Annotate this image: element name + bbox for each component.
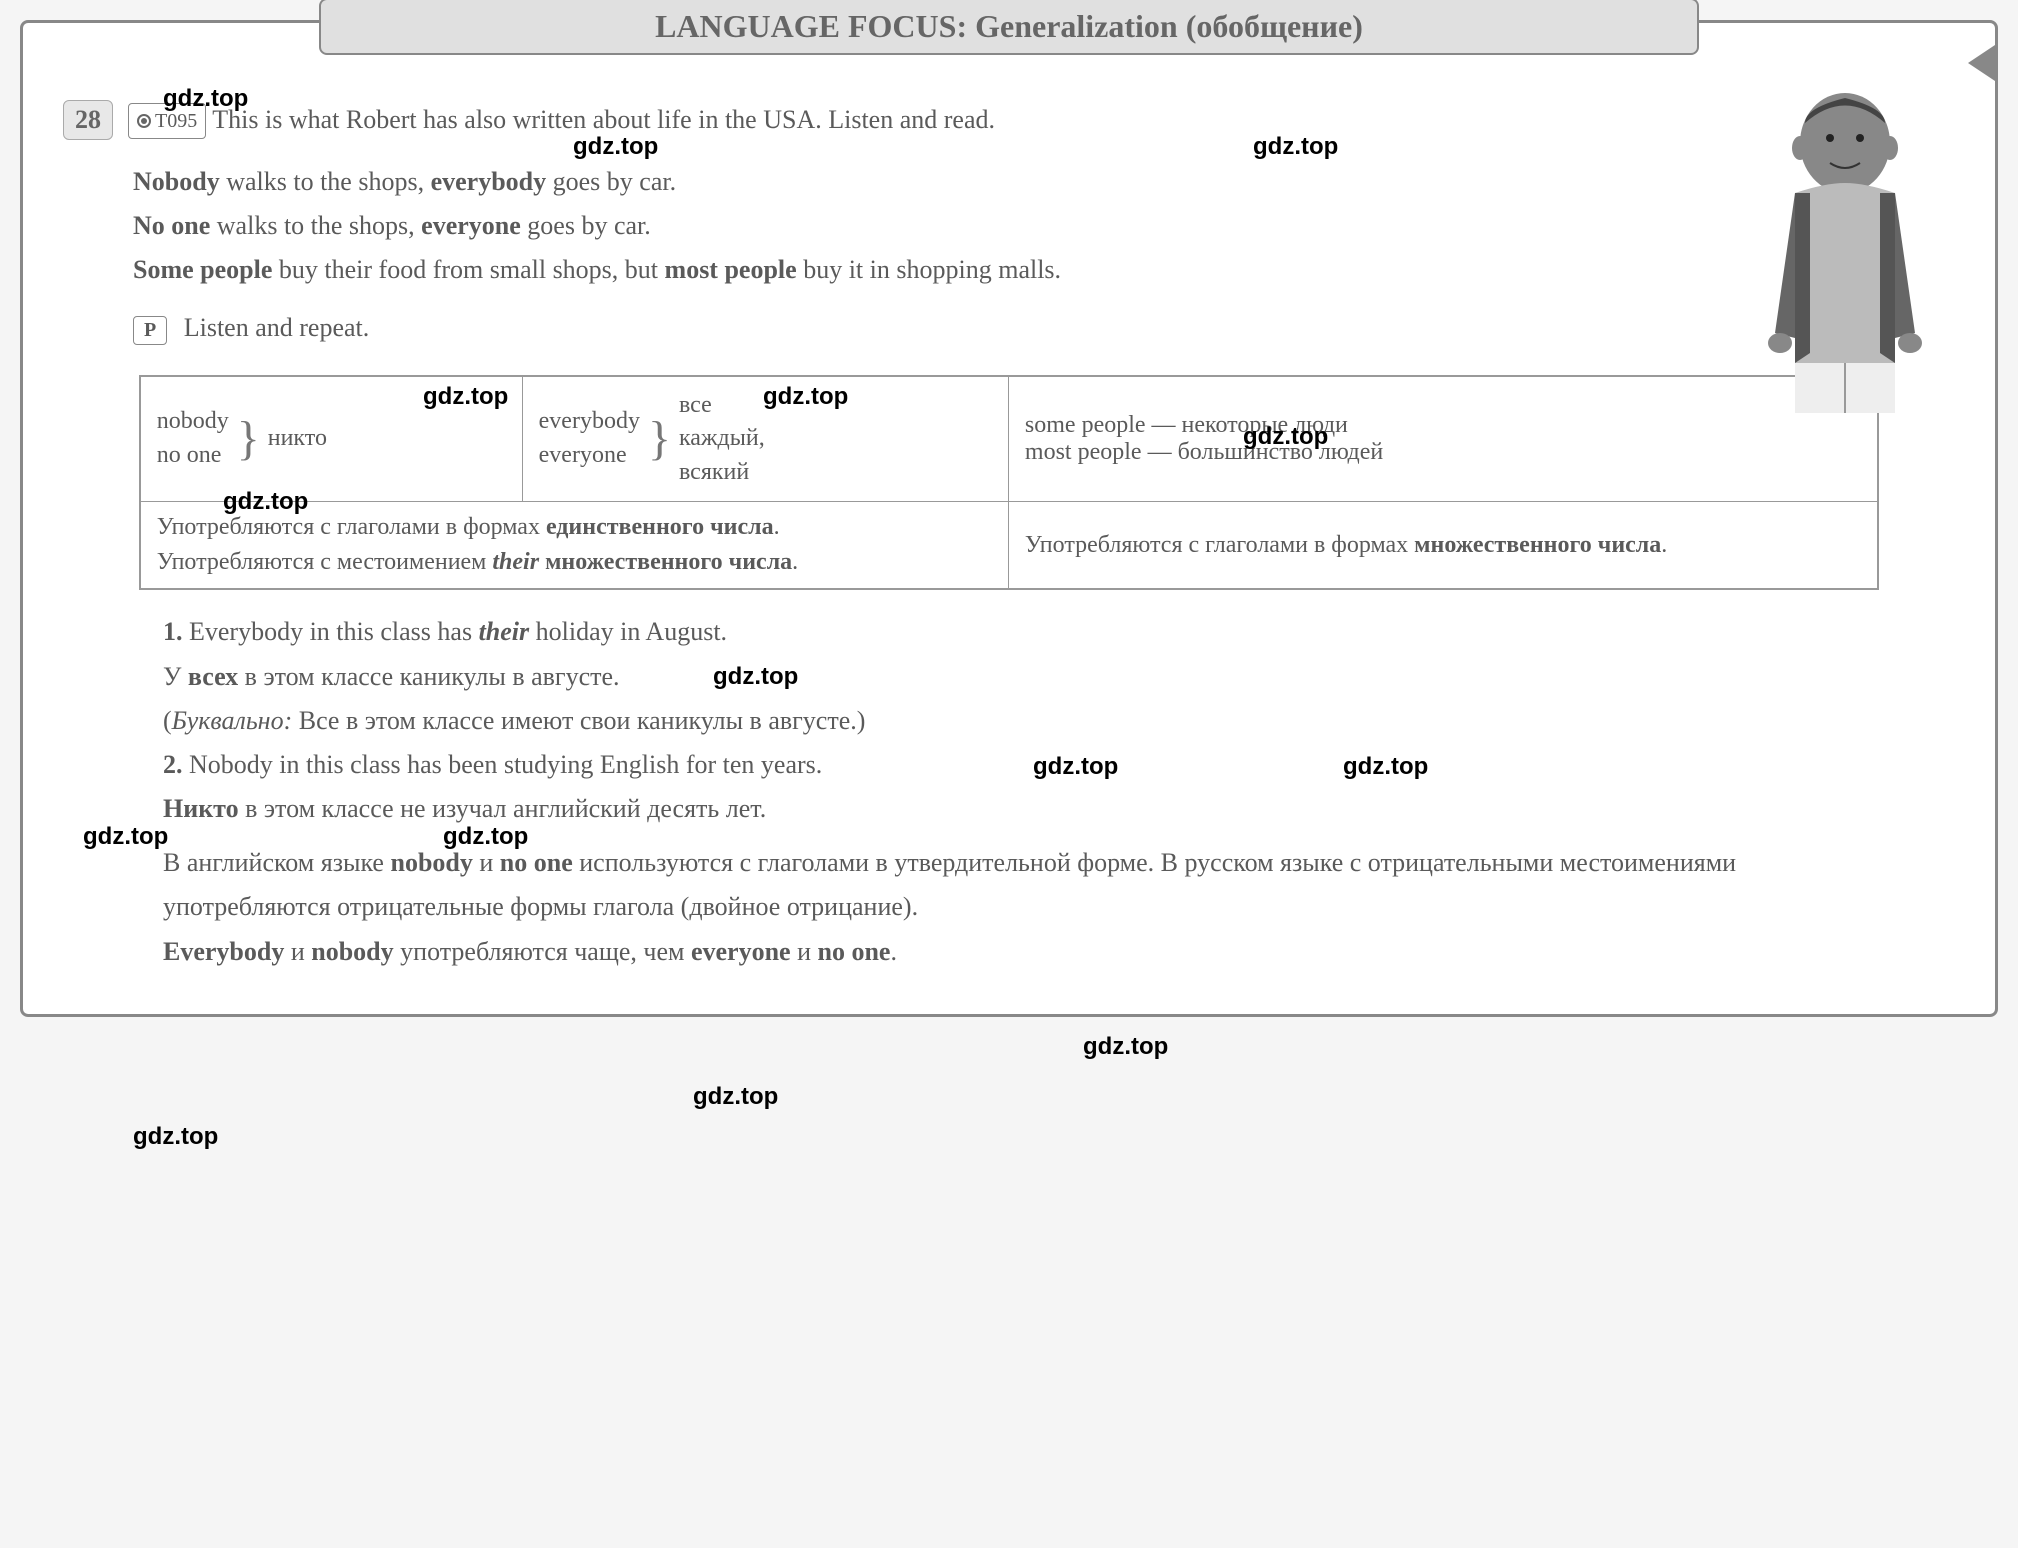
numbered-examples: 1. Everybody in this class has their hol… — [163, 610, 1771, 974]
exercise-number: 28 — [63, 100, 113, 140]
brace-icon: } — [648, 415, 671, 463]
instruction-text: This is what Robert has also written abo… — [212, 105, 995, 134]
arrow-decoration — [1968, 43, 1998, 83]
example-sentences: Nobody walks to the shops, everybody goe… — [133, 160, 1363, 293]
instruction-block: T095 This is what Robert has also writte… — [128, 100, 1955, 139]
audio-track: T095 — [155, 106, 197, 136]
example-1-literal: (Буквально: Все в этом классе имеют свои… — [163, 699, 1771, 743]
example-line-1: Nobody walks to the shops, everybody goe… — [133, 160, 1363, 204]
title-banner: LANGUAGE FOCUS: Generalization (обобщени… — [319, 0, 1699, 55]
example-line-3: Some people buy their food from small sh… — [133, 248, 1363, 292]
example-1-ru: У всех в этом классе каникулы в августе. — [163, 655, 1771, 699]
p-badge: P — [133, 316, 167, 345]
audio-badge: T095 — [128, 103, 206, 139]
watermark-text: gdz.top — [133, 1123, 218, 1151]
table-cell-plural-rule: Употребляются с глаголами в формах множе… — [1008, 502, 1878, 590]
example-2-ru: Никто в этом классе не изучал английский… — [163, 787, 1771, 831]
grammar-table: nobody no one } никто everybody everyone… — [139, 375, 1880, 591]
note-paragraph-1: В английском языке nobody и no one испол… — [163, 841, 1771, 929]
page-container: LANGUAGE FOCUS: Generalization (обобщени… — [20, 20, 1998, 1017]
table-cell-nobody: nobody no one } никто — [140, 376, 522, 502]
example-line-2: No one walks to the shops, everyone goes… — [133, 204, 1363, 248]
exercise-header: 28 T095 This is what Robert has also wri… — [63, 100, 1955, 140]
watermark-text: gdz.top — [693, 1083, 778, 1111]
example-2-en: 2. Nobody in this class has been studyin… — [163, 743, 1771, 787]
title-text: LANGUAGE FOCUS: Generalization (обобщени… — [655, 8, 1363, 44]
listen-repeat-row: P Listen and repeat. — [133, 313, 1955, 345]
audio-icon — [137, 114, 151, 128]
note-paragraph-2: Everybody и nobody употребляются чаще, ч… — [163, 930, 1771, 974]
table-row: nobody no one } никто everybody everyone… — [140, 376, 1879, 502]
listen-repeat-text: Listen and repeat. — [184, 313, 370, 342]
table-cell-everybody: everybody everyone } все каждый, всякий — [522, 376, 1008, 502]
content-area: 28 T095 This is what Robert has also wri… — [23, 80, 1995, 1014]
watermark-text: gdz.top — [1083, 1033, 1168, 1061]
table-row: Употребляются с глаголами в формах единс… — [140, 502, 1879, 590]
table-cell-singular-rule: Употребляются с глаголами в формах единс… — [140, 502, 1009, 590]
example-1-en: 1. Everybody in this class has their hol… — [163, 610, 1771, 654]
robert-illustration — [1735, 83, 1955, 423]
brace-icon: } — [237, 415, 260, 463]
